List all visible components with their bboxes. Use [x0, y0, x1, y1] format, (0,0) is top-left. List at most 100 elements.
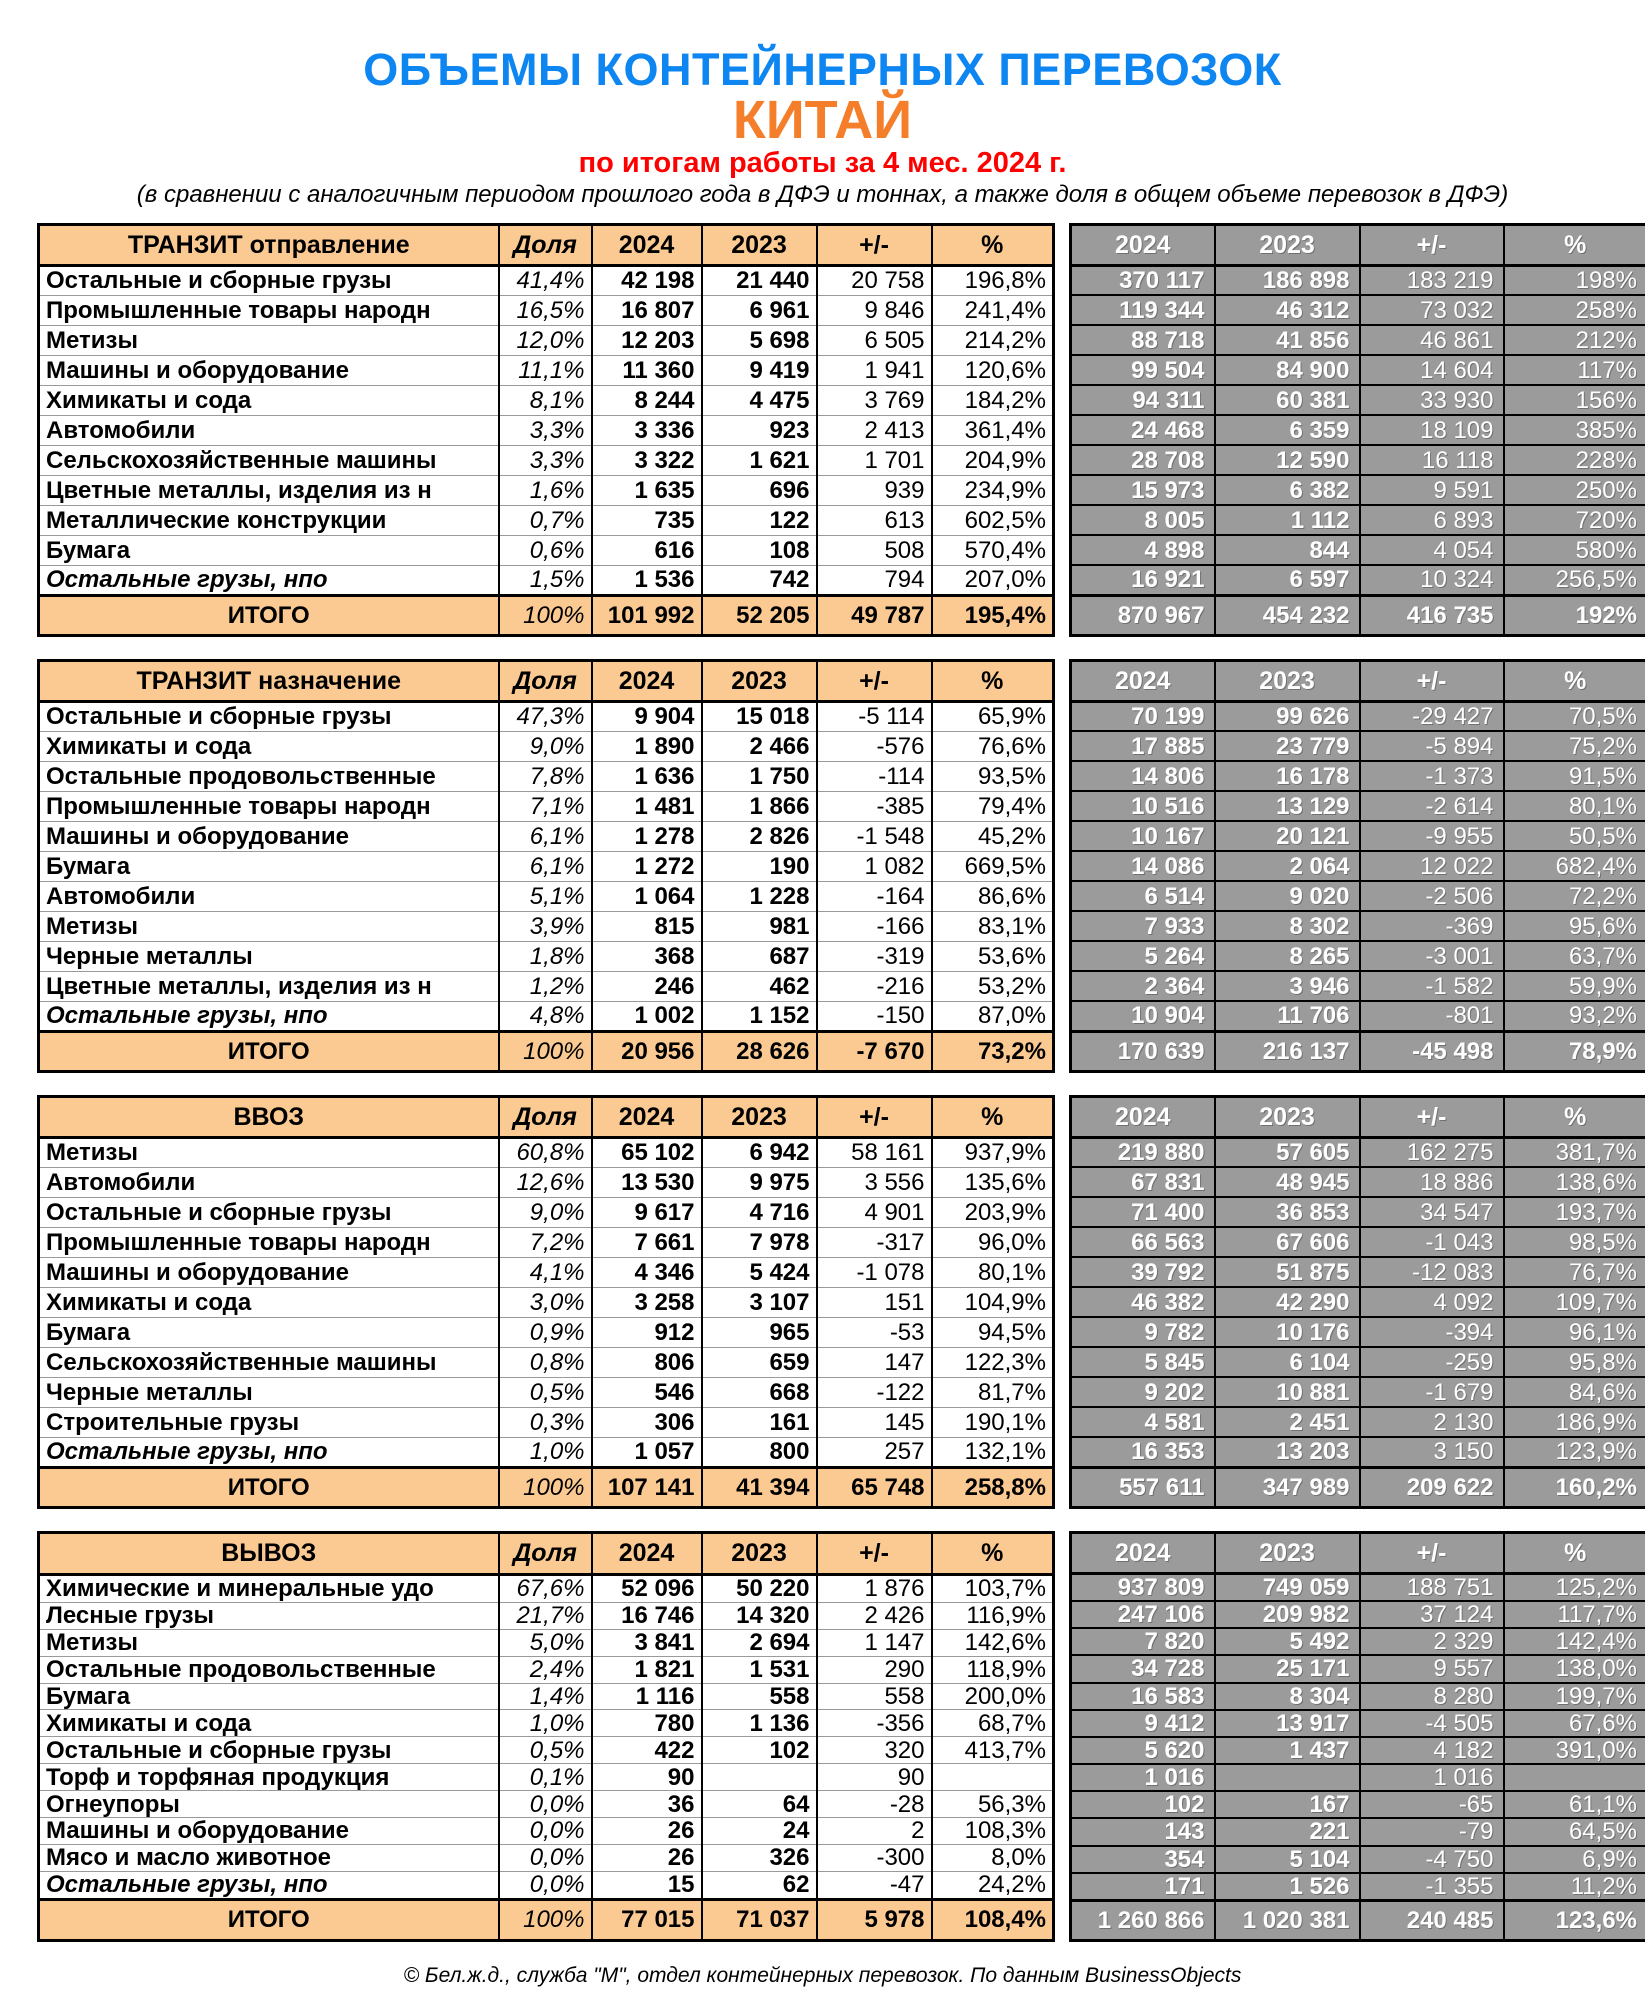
- cell-tons-y2023: 6 359: [1215, 415, 1360, 445]
- cell-tons-y2024: 1 016: [1071, 1764, 1215, 1791]
- cell-dfe-pct: 602,5%: [932, 505, 1054, 535]
- cell-dfe-pct: 8,0%: [932, 1844, 1054, 1871]
- row-name: Машины и оборудование: [39, 1818, 499, 1845]
- col-header-y2023: 2023: [702, 1096, 817, 1137]
- cell-share: 1,8%: [499, 941, 592, 971]
- cell-dfe-diff: 1 941: [817, 355, 932, 385]
- cell-tons-y2023: 84 900: [1215, 355, 1360, 385]
- col-header-tons-diff: +/-: [1360, 660, 1504, 701]
- cell-tons-diff: -259: [1360, 1347, 1504, 1377]
- cell-tons-y2024: 143: [1071, 1818, 1215, 1845]
- cell-dfe-y2024: 15: [592, 1871, 702, 1899]
- total-dfe-y2023: 41 394: [702, 1467, 817, 1507]
- col-header-tons-y2023: 2023: [1215, 224, 1360, 265]
- report-title: ОБЪЕМЫ КОНТЕЙНЕРНЫХ ПЕРЕВОЗОК: [0, 0, 1645, 93]
- table-title: ТРАНЗИТ отправление: [39, 224, 499, 265]
- col-header-tons-y2024: 2024: [1071, 224, 1215, 265]
- cell-tons-diff: 188 751: [1360, 1573, 1504, 1601]
- row-name: Остальные и сборные грузы: [39, 1737, 499, 1764]
- row-name: Остальные грузы, нпо: [39, 565, 499, 595]
- cell-tons-pct: 391,0%: [1504, 1737, 1645, 1764]
- cell-tons-diff: 12 022: [1360, 851, 1504, 881]
- cell-share: 0,5%: [499, 1377, 592, 1407]
- cell-tons-diff: -369: [1360, 911, 1504, 941]
- cell-dfe-y2023: 2 466: [702, 731, 817, 761]
- total-tons-y2024: 170 639: [1071, 1031, 1215, 1071]
- cell-dfe-diff: -5 114: [817, 701, 932, 731]
- cell-tons-y2023: 5 492: [1215, 1628, 1360, 1655]
- cell-dfe-pct: 570,4%: [932, 535, 1054, 565]
- cell-dfe-y2024: 1 821: [592, 1656, 702, 1683]
- cell-share: 0,0%: [499, 1791, 592, 1818]
- cell-dfe-diff: -1 078: [817, 1257, 932, 1287]
- total-dfe-y2024: 20 956: [592, 1031, 702, 1071]
- cell-tons-y2023: 42 290: [1215, 1287, 1360, 1317]
- total-tons-y2023: 1 020 381: [1215, 1901, 1360, 1941]
- cell-tons-pct: 109,7%: [1504, 1287, 1645, 1317]
- total-label: ИТОГО: [39, 1467, 499, 1507]
- row-name: Остальные и сборные грузы: [39, 265, 499, 295]
- cell-share: 5,0%: [499, 1629, 592, 1656]
- cell-tons-y2024: 9 202: [1071, 1377, 1215, 1407]
- cell-tons-pct: 138,0%: [1504, 1655, 1645, 1682]
- cell-tons-y2023: 46 312: [1215, 295, 1360, 325]
- cell-dfe-diff: -166: [817, 911, 932, 941]
- cell-dfe-diff: 508: [817, 535, 932, 565]
- cell-dfe-y2024: 1 002: [592, 1001, 702, 1031]
- cell-dfe-y2023: 696: [702, 475, 817, 505]
- cell-tons-y2024: 15 973: [1071, 475, 1215, 505]
- row-name: Метизы: [39, 1137, 499, 1167]
- cell-dfe-pct: 53,6%: [932, 941, 1054, 971]
- cell-tons-y2023: 23 779: [1215, 731, 1360, 761]
- cell-dfe-diff: -356: [817, 1710, 932, 1737]
- cell-dfe-pct: 937,9%: [932, 1137, 1054, 1167]
- total-tons-y2024: 870 967: [1071, 595, 1215, 635]
- cell-dfe-pct: 76,6%: [932, 731, 1054, 761]
- cell-tons-y2024: 370 117: [1071, 265, 1215, 295]
- cell-dfe-diff: -150: [817, 1001, 932, 1031]
- cell-tons-diff: 16 118: [1360, 445, 1504, 475]
- report-period: по итогам работы за 4 мес. 2024 г.: [0, 148, 1645, 178]
- cell-tons-y2023: 25 171: [1215, 1655, 1360, 1682]
- cell-tons-diff: -1 373: [1360, 761, 1504, 791]
- row-name: Торф и торфяная продукция: [39, 1764, 499, 1791]
- table-title: ТРАНЗИТ назначение: [39, 660, 499, 701]
- cell-dfe-y2023: 659: [702, 1347, 817, 1377]
- cell-share: 11,1%: [499, 355, 592, 385]
- cell-tons-y2024: 71 400: [1071, 1197, 1215, 1227]
- cell-tons-y2024: 171: [1071, 1873, 1215, 1901]
- total-tons-pct: 192%: [1504, 595, 1645, 635]
- total-dfe-y2023: 52 205: [702, 595, 817, 635]
- cell-dfe-y2023: 1 152: [702, 1001, 817, 1031]
- cell-dfe-diff: -1 548: [817, 821, 932, 851]
- col-header-diff: +/-: [817, 1532, 932, 1574]
- cell-dfe-y2023: 62: [702, 1871, 817, 1899]
- row-name: Химикаты и сода: [39, 731, 499, 761]
- cell-share: 3,3%: [499, 445, 592, 475]
